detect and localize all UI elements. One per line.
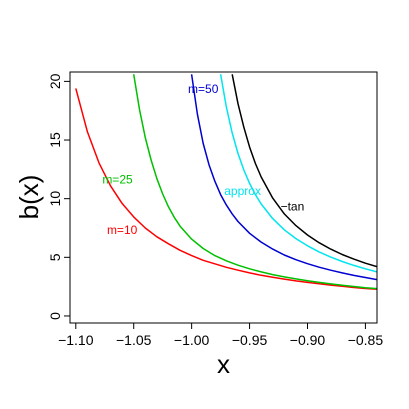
x-tick-label-1: −1.05 [116, 332, 152, 348]
annotation-approx: approx [224, 184, 261, 198]
y-tick-label-3: 15 [47, 132, 63, 148]
x-tick-label-0: −1.10 [58, 332, 94, 348]
annotation-m-10: m=10 [107, 223, 138, 237]
x-tick-label-5: −0.85 [348, 332, 384, 348]
y-tick-label-4: 20 [47, 73, 63, 89]
x-tick-label-2: −1.00 [174, 332, 210, 348]
line-annotations: m=10 m=25 m=50 approx −tan [102, 82, 304, 237]
y-tick-label-2: 10 [47, 191, 63, 207]
x-axis-title: x [217, 349, 230, 379]
y-tick-label-0: 0 [47, 312, 63, 320]
series-lines [75, 74, 377, 291]
x-axis: −1.10 −1.05 −1.00 −0.95 −0.90 −0.85 [58, 323, 383, 348]
annotation-tan: −tan [281, 199, 305, 213]
series-line-m-50 [190, 74, 377, 281]
series-line-tan [231, 74, 377, 268]
x-tick-label-3: −0.95 [232, 332, 268, 348]
annotation-m-50: m=50 [188, 82, 219, 96]
plot-frame [69, 71, 378, 324]
y-axis-title: b(x) [14, 175, 44, 220]
series-line-approx [219, 74, 377, 273]
annotation-m-25: m=25 [102, 172, 133, 186]
series-line-m-25 [132, 74, 377, 290]
x-tick-label-4: −0.90 [290, 332, 326, 348]
series-line-m-10 [75, 88, 377, 291]
y-axis: 0 5 10 15 20 [47, 73, 70, 320]
y-tick-label-1: 5 [47, 253, 63, 261]
